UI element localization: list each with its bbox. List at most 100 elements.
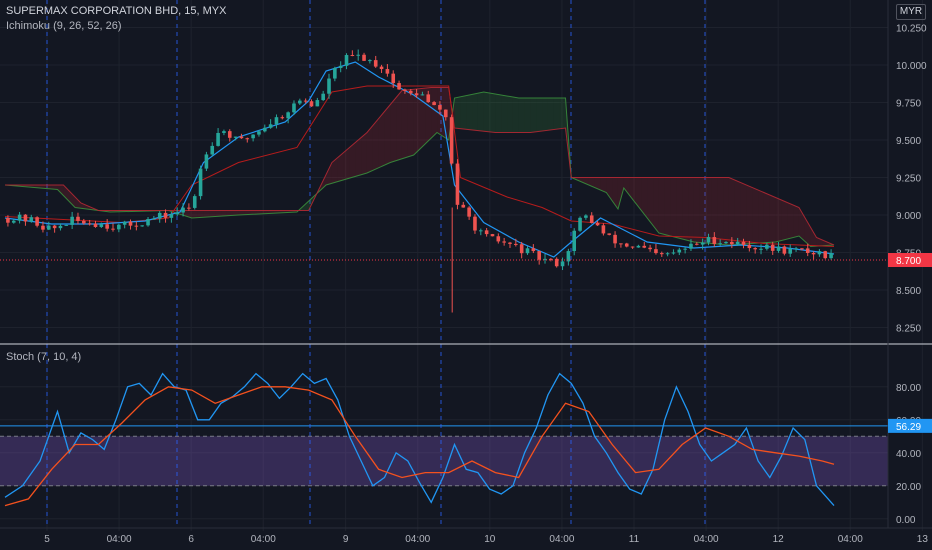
candle-body bbox=[630, 246, 635, 248]
cloud-segment bbox=[349, 142, 356, 179]
cloud-segment bbox=[407, 89, 414, 157]
leading-span-a-line bbox=[4, 91, 835, 248]
ichimoku-legend: Ichimoku (9, 26, 52, 26) bbox=[6, 20, 122, 32]
cloud-segment bbox=[80, 203, 87, 209]
cloud-segment bbox=[57, 185, 64, 196]
candle-body bbox=[93, 223, 98, 227]
candle-body bbox=[327, 78, 331, 94]
candle-body bbox=[391, 73, 396, 84]
candle-body bbox=[712, 237, 717, 244]
cloud-segment bbox=[594, 177, 601, 190]
cloud-segment bbox=[302, 201, 309, 211]
cloud-segment bbox=[781, 200, 788, 241]
stoch-band-fill bbox=[0, 436, 888, 486]
cloud-segment bbox=[378, 111, 385, 168]
candle-body bbox=[718, 243, 722, 245]
candle-body bbox=[134, 225, 139, 227]
time-tick-label: 04:00 bbox=[549, 534, 574, 545]
candle-body bbox=[654, 249, 658, 254]
candle-body bbox=[192, 196, 197, 208]
ichimoku-cloud bbox=[5, 87, 834, 247]
candle-body bbox=[157, 212, 162, 219]
candle-body bbox=[210, 145, 215, 155]
cloud-segment bbox=[606, 177, 613, 201]
cloud-segment bbox=[238, 210, 245, 215]
cloud-segment bbox=[600, 177, 607, 193]
cloud-segment bbox=[197, 210, 204, 218]
cloud-segment bbox=[466, 94, 473, 130]
candle-body bbox=[607, 233, 612, 235]
cloud-segment bbox=[793, 205, 799, 238]
stoch-tick-label: 80.00 bbox=[896, 383, 921, 394]
cloud-segment bbox=[617, 177, 624, 209]
candle-body bbox=[543, 258, 547, 260]
conversion-line bbox=[4, 61, 835, 258]
candle-body bbox=[298, 100, 302, 104]
cloud-segment bbox=[734, 180, 741, 245]
candle-body bbox=[362, 54, 366, 61]
candle-body bbox=[76, 216, 80, 221]
cloud-segment bbox=[542, 98, 548, 131]
candle-body bbox=[695, 243, 699, 245]
candle-body bbox=[502, 241, 506, 243]
price-tick-label: 10.000 bbox=[896, 61, 927, 72]
candle-body bbox=[595, 222, 600, 226]
candle-body bbox=[397, 83, 401, 90]
candle-body bbox=[659, 253, 664, 255]
stoch-level-label: 56.29 bbox=[896, 422, 921, 433]
cloud-segment bbox=[401, 89, 408, 159]
stoch-band bbox=[0, 425, 888, 487]
candle-body bbox=[227, 131, 232, 138]
cloud-segment bbox=[547, 98, 554, 131]
candle-body bbox=[233, 136, 238, 138]
cloud-segment bbox=[355, 137, 362, 177]
candle-body bbox=[829, 253, 833, 259]
candle-body bbox=[70, 216, 74, 225]
cloud-segment bbox=[40, 185, 46, 189]
candle-body bbox=[496, 236, 501, 242]
candle-body bbox=[560, 261, 565, 267]
candle-body bbox=[461, 204, 466, 208]
cloud-segment bbox=[682, 177, 689, 241]
candle-body bbox=[64, 224, 69, 226]
cloud-segment bbox=[775, 197, 782, 242]
cloud-segment bbox=[45, 185, 52, 189]
cloud-segment bbox=[787, 202, 794, 239]
cloud-segment bbox=[256, 210, 262, 215]
time-tick-label: 12 bbox=[773, 534, 785, 545]
cloud-segment bbox=[746, 185, 753, 244]
time-tick-label: 04:00 bbox=[405, 534, 430, 545]
cloud-segment bbox=[477, 92, 484, 132]
candle-body bbox=[41, 225, 45, 230]
cloud-segment bbox=[454, 96, 461, 129]
cloud-segment bbox=[577, 177, 583, 183]
candle-body bbox=[23, 214, 28, 222]
candle-body bbox=[280, 117, 285, 119]
candle-body bbox=[239, 136, 244, 139]
candle-body bbox=[128, 221, 133, 226]
candle-body bbox=[262, 127, 267, 132]
candle-body bbox=[584, 215, 588, 218]
cloud-segment bbox=[419, 88, 426, 150]
candle-body bbox=[11, 220, 16, 223]
candle-body bbox=[169, 214, 174, 218]
currency-button[interactable]: MYR bbox=[896, 4, 926, 20]
candle-body bbox=[455, 163, 460, 205]
cloud-segment bbox=[822, 240, 829, 246]
cloud-segment bbox=[221, 210, 227, 217]
price-tick-label: 9.750 bbox=[896, 99, 921, 110]
price-tags: 8.700 56.29 bbox=[0, 253, 932, 433]
candle-body bbox=[181, 207, 185, 213]
candle-body bbox=[187, 207, 191, 209]
candle-body bbox=[794, 248, 798, 250]
candle-body bbox=[257, 131, 261, 135]
candle-body bbox=[373, 60, 378, 67]
stoch-d-line bbox=[4, 386, 835, 507]
candle-body bbox=[759, 248, 763, 250]
cloud-segment bbox=[226, 210, 233, 216]
cloud-segment bbox=[203, 210, 210, 218]
stoch-lines bbox=[4, 372, 835, 507]
candle-body bbox=[251, 134, 255, 139]
candle-body bbox=[449, 117, 454, 164]
